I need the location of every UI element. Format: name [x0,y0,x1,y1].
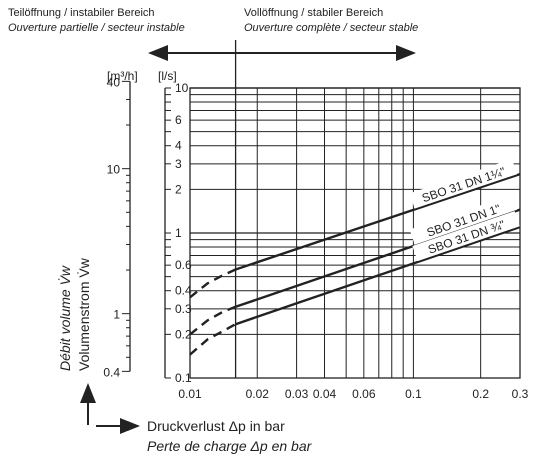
series-label-bg [412,211,520,262]
y-tick-label-ls: 2 [175,182,182,196]
y-tick-label-ls: 0.4 [175,284,192,298]
x-tick-label: 0.06 [352,387,376,401]
y-tick-label-ls: 3 [175,157,182,171]
series-line-dashed [189,305,237,336]
x-tick-labels: 0.01 0.02 0.03 0.04 0.06 0.1 0.2 0.3 [178,387,528,401]
x-tick-label: 0.02 [246,387,270,401]
header-left-de: Teilöffnung / instabiler Bereich [8,7,155,19]
y-tick-label-m3h: 0.4 [103,365,120,379]
y-axis-title-fr: Débit volume V̇w [57,265,73,371]
plot-frame [189,87,521,379]
x-tick-label: 0.03 [285,387,309,401]
header-right-de: Vollöffnung / stabiler Bereich [244,7,383,19]
y-tick-label-ls: 0.6 [175,258,192,272]
y-tick-label-ls: 1 [175,226,182,240]
x-tick-label: 0.3 [512,387,529,401]
y-tick-label-m3h: 40 [107,75,121,89]
series-label-bg [409,194,517,245]
series-label: SBO 31 DN 1¼" [420,164,507,205]
y-axis-title-de: Volumenstrom V̇w [76,257,92,371]
series-label-bg [409,159,518,209]
series-line-solid [235,172,521,271]
y-tick-label-ls: 6 [175,113,182,127]
y-tick-label-ls: 0.2 [175,327,192,341]
x-tick-label: 0.04 [313,387,337,401]
header-left-fr: Ouverture partielle / secteur instable [8,22,185,34]
header-right-fr: Ouverture complète / secteur stable [244,22,418,34]
series-labels: SBO 31 DN 1¼"SBO 31 DN 1"SBO 31 DN ¾" [409,159,520,262]
y-axes: 0.1 0.2 0.3 0.4 0.6 1 2 3 4 6 10 0.4 1 10 40 [103,75,192,385]
series-line-dashed [189,268,237,299]
unit-ls: [l/s] [158,69,177,83]
y-tick-label-ls: 10 [175,81,189,95]
y-tick-label-ls: 0.3 [175,302,192,316]
series-line-dashed [189,323,237,356]
x-axis-title-fr: Perte de charge Δp en bar [147,438,313,454]
unit-m3h: [m³/h] [107,69,138,83]
x-tick-label: 0.2 [472,387,489,401]
y-tick-label-ls: 4 [175,139,182,153]
y-tick-label-m3h: 1 [113,308,120,322]
x-tick-label: 0.1 [405,387,422,401]
series-line-solid [235,225,521,326]
series-lines [189,172,521,356]
y-tick-label-m3h: 10 [107,163,121,177]
x-axis-title-de: Druckverlust Δp in bar [147,418,285,434]
y-tick-label-ls: 0.1 [175,371,192,385]
x-tick-label: 0.01 [178,387,202,401]
